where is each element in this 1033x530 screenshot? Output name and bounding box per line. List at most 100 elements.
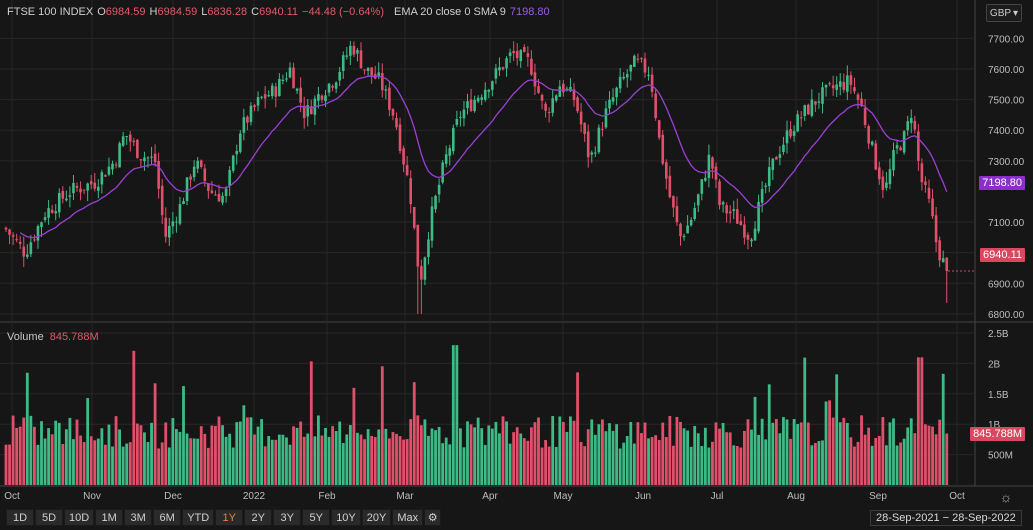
- volume-bar: [547, 446, 551, 485]
- volume-bar: [253, 434, 256, 485]
- range-button-6m[interactable]: 6M: [153, 509, 182, 526]
- range-button-5d[interactable]: 5D: [35, 509, 63, 526]
- candle-body: [814, 101, 817, 105]
- volume-bar: [469, 424, 473, 485]
- volume-bar: [64, 429, 68, 485]
- currency-selector[interactable]: GBP ▾: [986, 4, 1022, 22]
- volume-bar: [210, 425, 214, 485]
- candle-body: [430, 206, 434, 241]
- range-button-20y[interactable]: 20Y: [361, 509, 392, 526]
- volume-bar: [867, 427, 871, 485]
- volume-bar: [583, 446, 587, 485]
- candle-body: [214, 194, 217, 196]
- candle-body: [622, 76, 625, 79]
- candle-body: [256, 97, 260, 106]
- volume-bar: [572, 420, 576, 485]
- candle-body: [118, 143, 121, 168]
- range-button-5y[interactable]: 5Y: [302, 509, 331, 526]
- range-button-10d[interactable]: 10D: [64, 509, 95, 526]
- volume-bar: [877, 435, 881, 485]
- candle-body: [104, 175, 107, 177]
- volume-bar: [874, 437, 878, 485]
- candle-body: [217, 193, 221, 202]
- candle-body: [299, 87, 302, 103]
- volume-bar: [231, 447, 235, 485]
- volume-bar: [682, 428, 686, 485]
- volume-bar: [508, 443, 512, 485]
- candle-body: [810, 99, 814, 116]
- candle-body: [441, 162, 444, 183]
- candle-body: [391, 109, 395, 116]
- range-button-3y[interactable]: 3Y: [273, 509, 302, 526]
- candle-body: [427, 239, 430, 258]
- volume-bar: [285, 437, 288, 485]
- volume-bar: [139, 425, 143, 485]
- volume-bar: [640, 433, 643, 485]
- open-label: O: [97, 6, 106, 18]
- volume-bar: [686, 430, 689, 485]
- volume-bar: [82, 442, 86, 485]
- x-tick-label: Nov: [83, 491, 101, 502]
- range-button-10y[interactable]: 10Y: [331, 509, 361, 526]
- candle-body: [608, 99, 611, 109]
- x-tick-label: Jul: [711, 491, 724, 502]
- range-button-1m[interactable]: 1M: [95, 509, 124, 526]
- candle-body: [36, 226, 40, 241]
- volume-bar: [732, 445, 736, 485]
- candle-body: [739, 221, 743, 225]
- volume-bar: [924, 424, 927, 485]
- candle-body: [263, 94, 267, 99]
- candle-body: [267, 95, 270, 97]
- date-range-display[interactable]: 28-Sep-2021 − 28-Sep-2022: [870, 510, 1022, 526]
- candle-body: [767, 167, 771, 187]
- range-button-max[interactable]: Max: [392, 509, 424, 526]
- volume-bar: [132, 350, 136, 485]
- volume-bar: [735, 446, 739, 485]
- candle-body: [189, 176, 192, 180]
- candle-body: [792, 131, 796, 136]
- candle-body: [508, 52, 512, 56]
- volume-bar: [895, 445, 899, 485]
- candle-body: [700, 179, 704, 194]
- candle-body: [452, 127, 455, 152]
- candle-body: [146, 157, 150, 159]
- volume-bar: [728, 432, 732, 485]
- range-button-2y[interactable]: 2Y: [244, 509, 273, 526]
- volume-bar: [235, 422, 239, 485]
- candle-body: [395, 118, 398, 128]
- candle-body: [579, 111, 583, 125]
- volume-bar: [739, 447, 743, 485]
- range-button-1d[interactable]: 1D: [6, 509, 34, 526]
- range-button-1y[interactable]: 1Y: [215, 509, 244, 526]
- candle-body: [260, 96, 263, 98]
- range-button-3m[interactable]: 3M: [124, 509, 153, 526]
- volume-bar: [146, 442, 150, 485]
- range-button-ytd[interactable]: YTD: [182, 509, 215, 526]
- price-legend: FTSE 100 INDEX O 6984.59 H 6984.59 L 6836.2…: [7, 6, 554, 18]
- candle-body: [480, 97, 483, 100]
- candle-body: [604, 108, 608, 128]
- volume-bar: [849, 437, 853, 485]
- volume-bar: [416, 415, 420, 485]
- volume-bar: [25, 372, 29, 485]
- candle-body: [125, 136, 128, 138]
- settings-sun-icon[interactable]: ☼: [999, 489, 1013, 505]
- price-tick-label: 7600.00: [988, 65, 1025, 76]
- candle-body: [611, 97, 615, 102]
- candle-body: [515, 50, 519, 59]
- volume-bar: [831, 417, 835, 485]
- candle-body: [160, 185, 164, 216]
- volume-bar: [501, 416, 505, 485]
- volume-bar: [899, 442, 902, 485]
- candle-body: [153, 153, 157, 163]
- candle-body: [15, 239, 18, 241]
- candle-body: [899, 147, 902, 151]
- candle-body: [650, 74, 654, 92]
- candle-body: [888, 169, 892, 185]
- candle-body: [913, 120, 917, 130]
- volume-bar: [693, 426, 697, 485]
- candle-body: [278, 78, 281, 97]
- gear-icon[interactable]: ⚙: [424, 509, 442, 526]
- volume-bar: [405, 439, 409, 485]
